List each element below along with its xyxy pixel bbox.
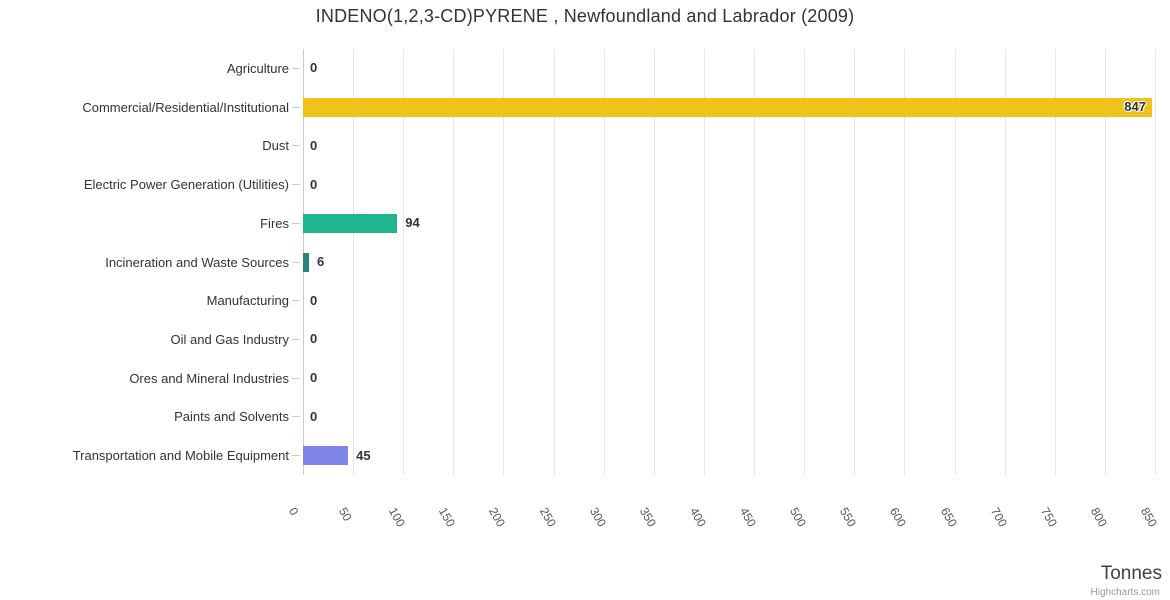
gridline bbox=[904, 49, 906, 475]
chart-title: INDENO(1,2,3-CD)PYRENE , Newfoundland an… bbox=[315, 6, 855, 26]
x-tick-label: 150 bbox=[436, 505, 459, 530]
category-tick bbox=[292, 416, 300, 418]
category-tick bbox=[292, 67, 300, 69]
bar-value-label: 0 bbox=[310, 60, 318, 76]
x-tick-label: 50 bbox=[335, 505, 355, 524]
bar-value-label: 94 bbox=[405, 215, 420, 231]
x-tick-label: 700 bbox=[987, 505, 1010, 530]
x-tick-label: 0 bbox=[285, 505, 302, 518]
gridline bbox=[353, 49, 355, 475]
bar-value-label: 847 bbox=[1124, 99, 1146, 115]
x-tick-label: 800 bbox=[1087, 505, 1110, 530]
category-label: Paints and Solvents bbox=[174, 409, 289, 425]
x-tick-label: 100 bbox=[386, 505, 409, 530]
gridline bbox=[703, 49, 705, 475]
gridline bbox=[553, 49, 555, 475]
gridline bbox=[954, 49, 956, 475]
category-tick bbox=[292, 338, 300, 340]
bar-value-label: 0 bbox=[310, 292, 318, 308]
x-tick-label: 350 bbox=[636, 505, 659, 530]
gridline bbox=[653, 49, 655, 475]
category-tick bbox=[292, 455, 300, 457]
category-tick bbox=[292, 184, 300, 186]
gridline bbox=[1155, 49, 1156, 475]
x-tick-label: 400 bbox=[686, 505, 709, 530]
bar-value-label: 0 bbox=[310, 176, 318, 192]
bar-value-label: 45 bbox=[356, 447, 371, 463]
category-label: Oil and Gas Industry bbox=[170, 331, 290, 347]
bar[interactable] bbox=[303, 446, 349, 466]
gridline bbox=[1004, 49, 1006, 475]
category-tick bbox=[292, 222, 300, 224]
x-tick-label: 250 bbox=[536, 505, 559, 530]
category-label: Fires bbox=[260, 215, 289, 231]
category-label: Manufacturing bbox=[206, 293, 289, 309]
bar-value-label: 6 bbox=[317, 254, 325, 269]
category-tick bbox=[292, 377, 300, 379]
category-label: Commercial/Residential/Institutional bbox=[82, 99, 289, 115]
x-tick-label: 650 bbox=[937, 505, 960, 530]
bar[interactable] bbox=[303, 213, 398, 233]
bar-value-label: 0 bbox=[310, 331, 318, 347]
category-tick bbox=[292, 300, 300, 302]
bar[interactable] bbox=[303, 252, 309, 272]
highcharts-credit[interactable]: Highcharts.com bbox=[1090, 587, 1160, 598]
category-tick bbox=[292, 261, 300, 263]
category-label: Ores and Mineral Industries bbox=[129, 370, 289, 386]
bar[interactable] bbox=[303, 97, 1152, 117]
x-tick-label: 600 bbox=[887, 505, 910, 530]
x-tick-label: 750 bbox=[1037, 505, 1060, 530]
category-tick bbox=[292, 145, 300, 147]
gridline bbox=[603, 49, 605, 475]
x-axis-title: Tonnes bbox=[1100, 563, 1162, 584]
x-tick-label: 500 bbox=[787, 505, 810, 530]
category-label: Transportation and Mobile Equipment bbox=[72, 448, 289, 464]
bar-value-label: 0 bbox=[310, 408, 318, 424]
bar-value-label: 0 bbox=[310, 370, 318, 386]
gridline bbox=[1054, 49, 1056, 475]
x-tick-label: 550 bbox=[837, 505, 860, 530]
x-tick-label: 300 bbox=[586, 505, 609, 530]
gridline bbox=[1104, 49, 1106, 475]
category-label: Dust bbox=[262, 138, 289, 154]
bar-value-label: 0 bbox=[310, 137, 318, 153]
category-tick bbox=[292, 106, 300, 108]
category-label: Incineration and Waste Sources bbox=[105, 254, 289, 270]
gridline bbox=[403, 49, 405, 475]
gridline bbox=[854, 49, 856, 475]
gridline bbox=[453, 49, 455, 475]
gridline bbox=[754, 49, 756, 475]
category-label: Electric Power Generation (Utilities) bbox=[83, 177, 289, 193]
x-tick-label: 450 bbox=[736, 505, 760, 530]
gridline bbox=[804, 49, 806, 475]
gridline bbox=[503, 49, 505, 475]
category-label: Agriculture bbox=[226, 60, 289, 76]
x-tick-label: 200 bbox=[486, 505, 509, 530]
x-tick-label: 850 bbox=[1137, 505, 1161, 530]
